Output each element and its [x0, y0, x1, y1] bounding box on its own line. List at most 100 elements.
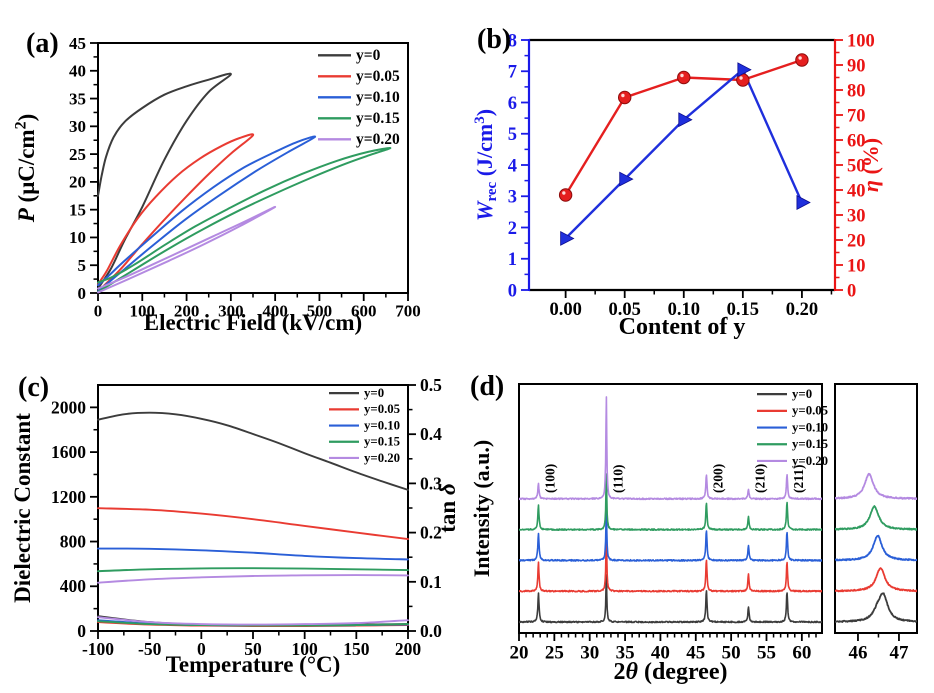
y-tick-label: 7 [508, 63, 517, 83]
y-tick-label: 45 [69, 34, 86, 53]
wrec-line [564, 68, 804, 240]
x-tick-label: 35 [616, 642, 635, 663]
y-tick-label: 80 [847, 81, 866, 101]
y-tick-label: 30 [847, 206, 866, 226]
x-tick-label: 300 [218, 302, 244, 321]
legend-label: y=0.05 [364, 402, 400, 416]
x-tick-label: 40 [651, 642, 670, 663]
y-tick-label: 10 [847, 256, 866, 276]
x-tick-label: 0 [94, 302, 103, 321]
panel-b-ylabel-right: η (%) [858, 138, 883, 192]
legend-label: y=0 [356, 47, 381, 64]
y-tick-label: 4 [508, 156, 517, 176]
eta-marker-highlight [621, 93, 625, 98]
y-tick-label: 6 [508, 94, 517, 114]
y-tick-label: 800 [60, 531, 87, 551]
legend-label: y=0.20 [356, 131, 400, 148]
y-tick-label: 5 [508, 125, 517, 145]
y-tick-label: 25 [69, 145, 86, 164]
peak-label-(210): (210) [752, 464, 767, 493]
dielectric-curve-y=0.20 [97, 574, 409, 584]
dielectric-curve-y=0.15 [97, 567, 409, 573]
panel-c-ylabel-right: tan δ [435, 483, 460, 533]
x-tick-label: 50 [722, 642, 741, 663]
y-tick-label: 0 [77, 621, 86, 641]
panel-b-tag: (b) [477, 24, 512, 55]
eta-marker-highlight [798, 56, 802, 60]
y-tick-label: 40 [69, 62, 86, 81]
pe-loop-y=0 [97, 72, 232, 290]
panel-b-ylabel-left: Wrec (J/cm3) [472, 109, 500, 221]
eta-marker [617, 90, 632, 105]
x-tick-label: 47 [889, 642, 909, 663]
peak-label-(100): (100) [542, 464, 557, 493]
legend-label: y=0 [364, 386, 384, 400]
x-tick-label: 30 [580, 642, 599, 663]
y-tick-label: 60 [847, 131, 866, 151]
x-tick-label: 0.00 [549, 300, 581, 320]
x-tick-label: 55 [757, 642, 776, 663]
y-tick-label: 0.0 [420, 621, 442, 641]
y-tick-label: 0.5 [420, 375, 442, 395]
legend-label: y=0.15 [356, 110, 400, 127]
y-tick-label: 90 [847, 56, 866, 76]
y-tick-label: 10 [69, 228, 86, 247]
x-tick-label: 25 [545, 642, 564, 663]
xrd-pattern-y=0.10 [519, 506, 822, 562]
y-tick-label: 0.1 [420, 572, 442, 592]
wrec-marker [678, 112, 693, 128]
y-tick-label: 35 [69, 89, 86, 108]
peak-label-(211): (211) [791, 465, 806, 494]
y-tick-label: 0 [847, 281, 856, 301]
x-tick-label: 600 [351, 302, 377, 321]
panel-a-tag: (a) [26, 28, 59, 59]
xrd-inset-y=0.05 [835, 567, 917, 593]
xrd-inset-curves [835, 472, 917, 623]
x-tick-label: 60 [792, 642, 811, 663]
y-tick-label: 2 [508, 219, 517, 239]
panel-d-ylabel: Intensity (a.u.) [469, 440, 494, 578]
x-tick-label: -100 [82, 639, 114, 659]
y-tick-label: 50 [847, 156, 866, 176]
legend-label: y=0.05 [792, 404, 828, 418]
legend-label: y=0.05 [356, 68, 400, 85]
x-tick-label: 0.20 [786, 300, 818, 320]
x-tick-label: 0 [197, 639, 206, 659]
panel-c-xlabel: Temperature (°C) [166, 652, 341, 677]
y-tick-label: 1 [508, 250, 517, 270]
x-tick-label: 0.05 [609, 300, 641, 320]
y-tick-label: 15 [69, 200, 86, 219]
y-tick-label: 30 [69, 117, 86, 136]
legend-label: y=0.15 [364, 435, 400, 449]
y-tick-label: 40 [847, 181, 866, 201]
x-tick-label: 200 [395, 639, 422, 659]
x-tick-label: 200 [174, 302, 200, 321]
x-tick-label: 20 [510, 642, 529, 663]
y-tick-label: 70 [847, 106, 866, 126]
xrd-main-curves [519, 396, 822, 624]
panel-a: 0 100 200 300 400 500 600 700 0 5 10 15 20 25 30 35 40 45… [13, 34, 421, 335]
y-tick-label: 1200 [51, 487, 86, 507]
panel-b: 0.00 0.05 0.10 0.15 0.2001234567801020304050… [472, 31, 883, 340]
pe-loop-y=0.05 [97, 133, 255, 293]
eta-marker [795, 53, 809, 67]
x-tick-label: 50 [244, 639, 262, 659]
legend-label: y=0.10 [792, 420, 828, 434]
x-tick-label: 100 [130, 302, 156, 321]
y-tick-label: 20 [847, 231, 866, 251]
panel-b-xlabel: Content of y [619, 314, 746, 340]
y-tick-label: 0.2 [420, 523, 442, 543]
panel-c-tag: (c) [18, 372, 50, 403]
legend-label: y=0.20 [792, 454, 828, 468]
xrd-pattern-y=0.15 [519, 473, 822, 531]
xrd-inset-y=0.20 [835, 472, 917, 500]
x-tick-label: 150 [343, 639, 370, 659]
legend-label: y=0 [792, 387, 812, 401]
eta-marker [677, 70, 691, 85]
x-tick-label: 500 [307, 302, 333, 321]
panel-c: -100 -50 0 50 100 150 20004008001200160020000.… [10, 375, 460, 677]
xrd-inset-y=0.10 [835, 534, 917, 562]
wrec-marker [619, 171, 634, 187]
y-tick-label: 1600 [51, 442, 86, 462]
